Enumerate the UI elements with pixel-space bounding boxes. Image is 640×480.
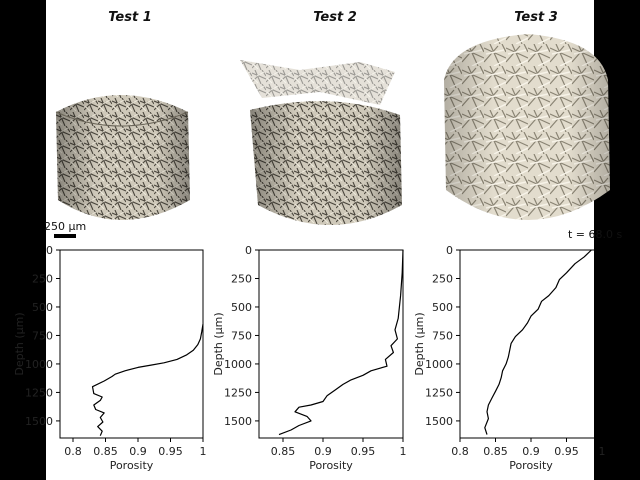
y-axis-label: Depth (µm) [13, 312, 26, 375]
y-tick-label: 1500 [425, 415, 453, 428]
y-tick-label: 750 [32, 329, 53, 342]
y-tick-label: 1000 [25, 358, 53, 371]
sample-image-test-1 [55, 95, 190, 220]
plot-frame [59, 249, 204, 439]
plot-frame [459, 249, 603, 439]
sample-image-test-3 [444, 34, 610, 220]
y-tick-label: 1000 [425, 358, 453, 371]
time-label: t = 68.0 s [568, 228, 623, 241]
x-tick-label: 0.95 [554, 445, 579, 458]
y-tick-label: 0 [46, 244, 53, 257]
y-tick-label: 500 [231, 301, 252, 314]
left-black-bar [0, 0, 46, 480]
y-tick-label: 0 [446, 244, 453, 257]
y-tick-label: 750 [231, 329, 252, 342]
x-tick-label: 1 [599, 445, 606, 458]
y-axis-label: Depth (µm) [413, 312, 426, 375]
plot-frame [258, 249, 404, 439]
title-test-2: Test 2 [313, 10, 357, 25]
x-tick-label: 0.85 [93, 445, 118, 458]
y-tick-label: 1250 [25, 386, 53, 399]
sample-image-test-2 [240, 60, 402, 225]
y-axis-label: Depth (µm) [212, 312, 225, 375]
y-tick-label: 250 [32, 272, 53, 285]
y-tick-label: 1000 [224, 358, 252, 371]
x-tick-label: 0.95 [351, 445, 376, 458]
scale-bar [54, 234, 76, 238]
title-test-3: Test 3 [514, 10, 558, 25]
y-tick-label: 0 [245, 244, 252, 257]
x-tick-label: 0.95 [158, 445, 183, 458]
x-tick-label: 0.85 [271, 445, 296, 458]
x-tick-label: 0.9 [522, 445, 540, 458]
porosity-chart-test-1: 0 250 500 750 1000 1250 1500 0.8 0.85 0.9 0.95 1 Por… [13, 244, 207, 472]
y-tick-label: 250 [432, 272, 453, 285]
x-tick-label: 0.9 [129, 445, 147, 458]
scale-bar-label: 250 µm [44, 220, 86, 233]
x-axis-label: Porosity [509, 459, 553, 472]
y-tick-label: 250 [231, 272, 252, 285]
y-tick-label: 500 [432, 301, 453, 314]
x-tick-label: 1 [200, 445, 207, 458]
x-axis-label: Porosity [309, 459, 353, 472]
porosity-chart-test-2: 0 250 500 750 1000 1250 1500 0.85 0.9 0.95 1 Porosi… [212, 244, 407, 472]
y-tick-label: 1500 [224, 415, 252, 428]
y-tick-label: 1250 [224, 386, 252, 399]
x-tick-label: 0.9 [314, 445, 332, 458]
x-tick-label: 0.8 [64, 445, 82, 458]
porosity-curve [484, 249, 592, 435]
x-tick-label: 0.85 [483, 445, 508, 458]
y-tick-label: 1500 [25, 415, 53, 428]
x-tick-label: 1 [400, 445, 407, 458]
title-test-1: Test 1 [108, 10, 152, 25]
porosity-chart-test-3: 0 250 500 750 1000 1250 1500 0.8 0.85 0.9 0.95 1 Por… [413, 244, 606, 472]
porosity-curve [278, 249, 404, 436]
y-tick-label: 1250 [425, 386, 453, 399]
x-tick-label: 0.8 [451, 445, 469, 458]
porosity-curve [91, 324, 204, 436]
y-tick-label: 750 [432, 329, 453, 342]
y-tick-label: 500 [32, 301, 53, 314]
x-axis-label: Porosity [110, 459, 154, 472]
